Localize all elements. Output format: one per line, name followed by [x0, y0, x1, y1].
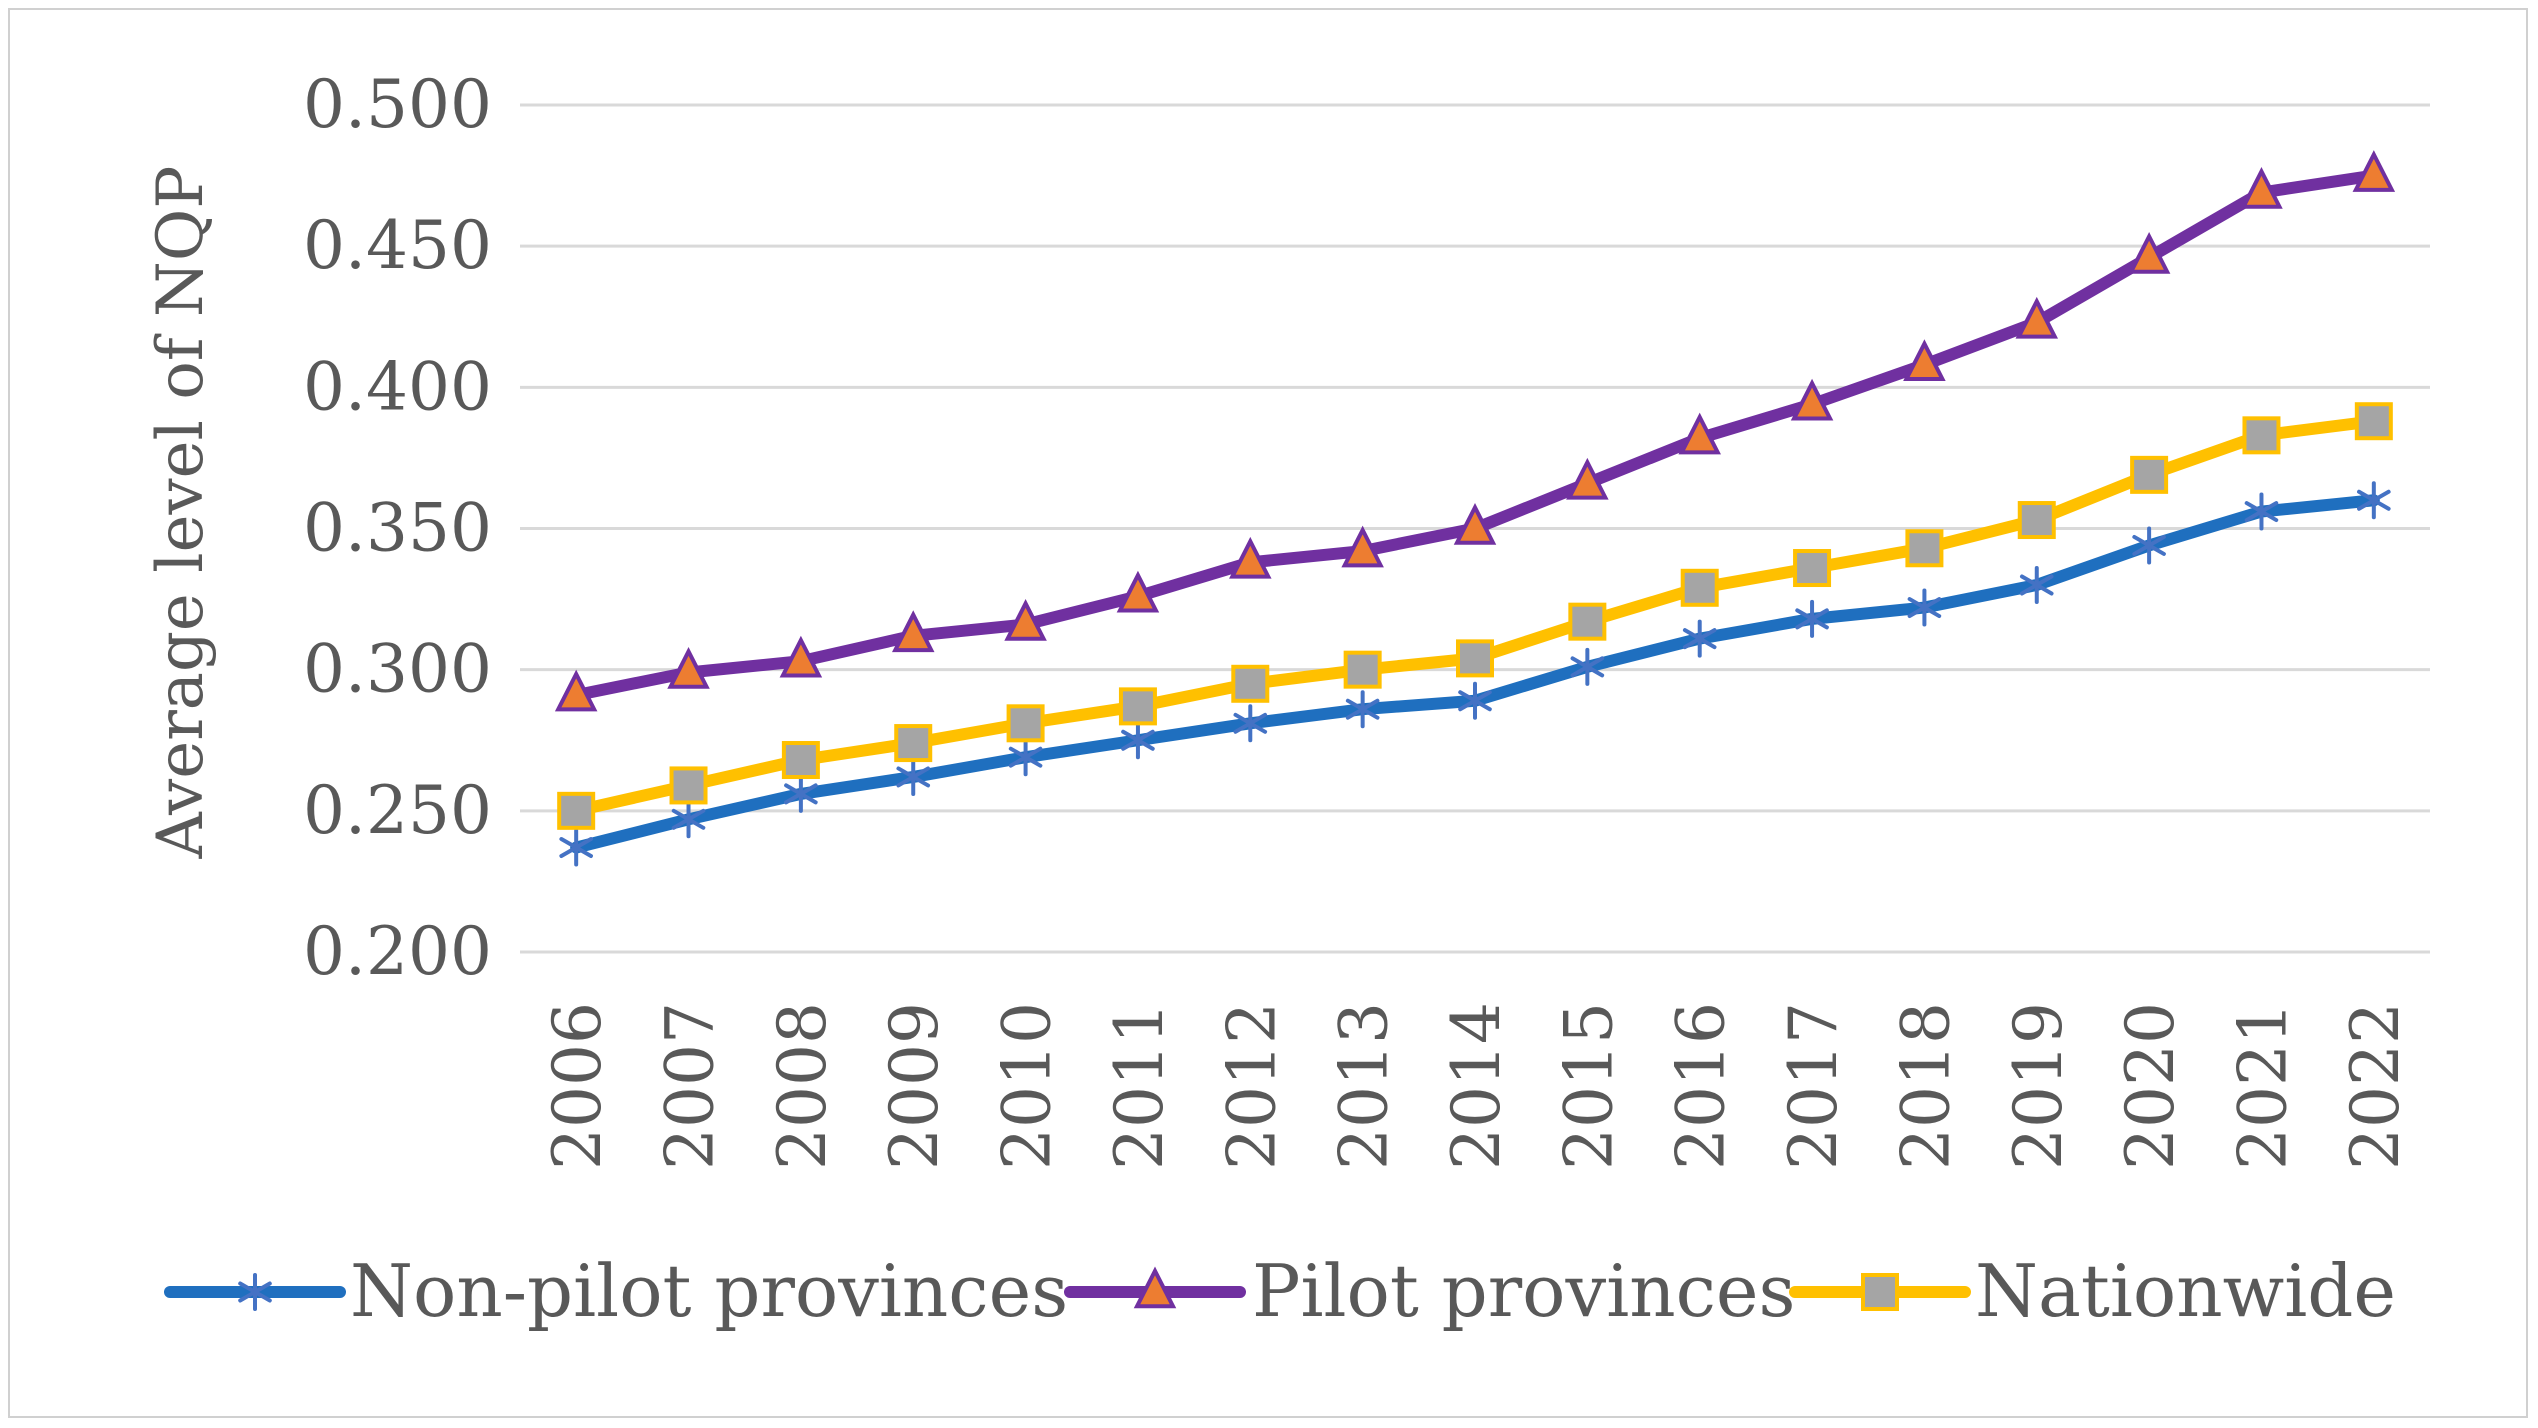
y-tick-label: 0.250: [303, 772, 492, 849]
x-tick-label: 2020: [2112, 1002, 2189, 1170]
x-tick-label: 2019: [2000, 1002, 2077, 1170]
x-tick-label: 2015: [1550, 1002, 1627, 1170]
line-chart: 0.200 0.250 0.300 0.350 0.400 0.450 0.500 2006…: [144, 66, 2430, 1333]
data-point-series-2: [1566, 457, 1609, 500]
x-tick-label: 2018: [1887, 1002, 1964, 1170]
data-point-series-3: [894, 724, 933, 763]
data-point-series-3: [669, 766, 708, 805]
y-tick-label: 0.200: [303, 913, 492, 990]
data-point-series-1: [1570, 647, 1605, 686]
data-point-series-3: [1343, 650, 1382, 689]
data-point-series-2: [2127, 231, 2171, 274]
data-point-series-2: [2240, 167, 2283, 209]
x-tick-label: 2014: [1438, 1002, 1515, 1170]
data-point-series-2: [2352, 150, 2396, 192]
x-tick-label: 2007: [652, 1002, 729, 1170]
y-tick-label: 0.350: [303, 490, 492, 567]
legend-label: Pilot provinces: [1252, 1249, 1795, 1333]
legend: Non-pilot provinces Pilot provinces Nation…: [164, 1249, 2396, 1333]
data-point-series-2: [1229, 536, 1272, 579]
x-tick-label: 2009: [876, 1002, 953, 1170]
x-tick-label: 2021: [2224, 1002, 2301, 1170]
x-tick-label: 2016: [1663, 1002, 1740, 1170]
data-point-series-3: [1231, 664, 1270, 703]
legend-item: Non-pilot provinces: [164, 1249, 1068, 1333]
data-point-series-2: [2015, 296, 2059, 339]
data-point-series-3: [1118, 687, 1157, 726]
data-point-series-3: [1680, 568, 1719, 607]
data-point-series-1: [1345, 690, 1380, 729]
data-point-series-2: [1004, 599, 1047, 641]
data-point-series-2: [667, 647, 710, 689]
data-point-series-3: [1905, 529, 1944, 568]
x-tick-label: 2006: [539, 1002, 616, 1170]
data-point-series-1: [1008, 738, 1043, 777]
series-line-3: [570, 415, 2380, 817]
data-point-series-2: [779, 635, 823, 678]
data-point-series-1: [1121, 721, 1155, 760]
legend-label: Non-pilot provinces: [350, 1249, 1068, 1333]
x-tick-label: 2022: [2337, 1002, 2414, 1170]
y-tick-label: 0.300: [303, 631, 492, 708]
data-point-series-2: [1116, 570, 1160, 613]
data-point-series-2: [1341, 525, 1384, 568]
data-point-series-1: [896, 757, 931, 796]
data-point-series-3: [557, 791, 596, 830]
data-point-series-2: [1453, 503, 1497, 545]
data-point-series-2: [1903, 339, 1946, 382]
data-point-series-2: [891, 610, 935, 653]
series-markers: [554, 150, 2396, 867]
x-tick-label: 2013: [1326, 1002, 1403, 1170]
data-point-series-3: [1006, 704, 1045, 743]
data-point-series-2: [1790, 378, 1834, 421]
data-point-series-1: [1907, 588, 1942, 627]
x-tick-label: 2012: [1213, 1002, 1290, 1170]
legend-swatch-marker: [1861, 1273, 1899, 1311]
series-line-2: [570, 169, 2380, 702]
data-point-series-1: [1458, 681, 1492, 720]
data-point-series-1: [2132, 526, 2166, 565]
data-point-series-3: [1456, 639, 1494, 678]
x-tick-label: 2017: [1775, 1002, 1852, 1170]
y-tick-label: 0.500: [303, 66, 492, 143]
data-point-series-3: [2354, 402, 2393, 441]
data-point-series-3: [781, 741, 820, 780]
data-point-series-1: [1795, 599, 1829, 638]
data-point-series-3: [2242, 416, 2281, 455]
x-tick-label: 2008: [764, 1002, 841, 1170]
data-point-series-3: [1793, 549, 1832, 588]
data-point-series-3: [2130, 455, 2169, 494]
y-axis-tick-labels: 0.200 0.250 0.300 0.350 0.400 0.450 0.500: [303, 66, 492, 990]
legend-item: Nationwide: [1789, 1249, 2396, 1333]
y-axis-label: Average level of NQP: [144, 166, 218, 860]
x-tick-label: 2011: [1101, 1002, 1178, 1170]
data-point-series-1: [1682, 619, 1717, 658]
legend-swatch-marker: [238, 1273, 272, 1311]
data-point-series-2: [554, 669, 598, 712]
data-point-series-2: [1678, 412, 1721, 455]
data-point-series-3: [1568, 602, 1607, 641]
data-point-series-1: [671, 800, 706, 839]
legend-item: Pilot provinces: [1064, 1249, 1795, 1333]
data-point-series-1: [2019, 565, 2054, 604]
data-point-series-1: [1233, 704, 1268, 743]
legend-swatch-marker: [1133, 1266, 1177, 1309]
legend-label: Nationwide: [1975, 1249, 2396, 1333]
x-axis-tick-labels: 2006 2007 2008 2009 2010 2011 2012 2013 2014 2015…: [539, 1002, 2414, 1170]
data-point-series-1: [784, 774, 818, 813]
y-tick-label: 0.450: [303, 207, 492, 284]
chart-frame: 0.200 0.250 0.300 0.350 0.400 0.450 0.500 2006…: [8, 8, 2528, 1418]
data-point-series-1: [2244, 492, 2279, 531]
x-tick-label: 2010: [989, 1002, 1066, 1170]
data-point-series-1: [559, 828, 593, 867]
data-point-series-1: [2357, 481, 2391, 520]
y-tick-label: 0.400: [303, 348, 492, 425]
data-point-series-3: [2017, 501, 2056, 540]
